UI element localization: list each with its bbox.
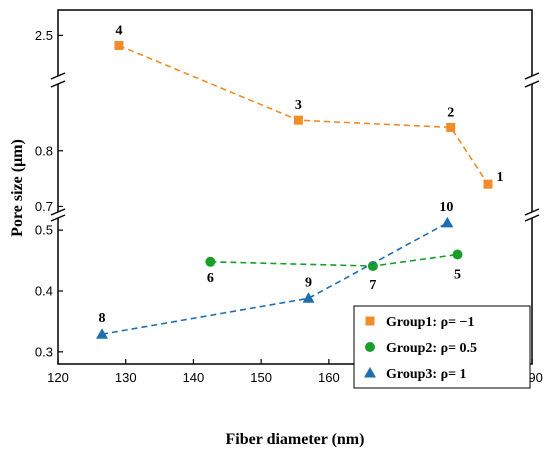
series-line <box>210 253 458 267</box>
axis-break-layer <box>50 72 540 222</box>
legend-marker <box>365 342 375 352</box>
y-tick-label: 0.8 <box>35 143 53 158</box>
point-label: 10 <box>439 200 453 215</box>
point-label: 7 <box>369 278 376 293</box>
x-tick-label: 150 <box>250 370 272 385</box>
legend-marker <box>364 367 376 378</box>
legend-box <box>353 305 531 389</box>
y-tick-label: 0.3 <box>35 344 53 359</box>
point-label: 4 <box>115 24 122 39</box>
point-label: 8 <box>99 311 106 326</box>
axis-break-mark <box>50 214 66 222</box>
data-point <box>114 41 124 51</box>
plot-frame <box>57 9 533 365</box>
data-point <box>293 115 303 125</box>
data-point <box>446 122 456 132</box>
axis-break-mark <box>524 208 540 216</box>
y-tick-label: 0.5 <box>35 223 53 238</box>
x-axis-title: Fiber diameter (nm) <box>226 431 365 448</box>
data-point <box>367 261 378 272</box>
axis-break-mark <box>50 72 66 80</box>
axis-break-gap <box>51 76 65 84</box>
point-label: 6 <box>207 271 214 286</box>
axis-break-mark <box>50 208 66 216</box>
x-tick-label: 130 <box>115 370 137 385</box>
data-point <box>96 328 109 339</box>
point-label: 5 <box>454 268 461 283</box>
axis-break-mark <box>524 214 540 222</box>
axes-layer: 1201301401501601701801900.30.40.50.70.82… <box>35 9 543 385</box>
point-label: 1 <box>496 170 503 185</box>
y-tick-label: 2.5 <box>35 28 53 43</box>
axis-break-gap <box>525 212 539 218</box>
data-point <box>483 179 493 189</box>
point-label: 9 <box>305 275 312 290</box>
axis-break-mark <box>50 80 66 88</box>
legend-label: Group2: ρ= 0.5 <box>386 341 477 356</box>
point-label: 2 <box>447 105 454 120</box>
y-axis-title: Pore size (μm) <box>9 139 26 237</box>
y-tick-label: 0.7 <box>35 199 53 214</box>
point-label: 3 <box>295 98 302 113</box>
series-line <box>118 44 489 185</box>
axis-break-gap <box>51 212 65 218</box>
legend-marker <box>365 316 375 326</box>
legend-label: Group3: ρ= 1 <box>386 367 467 382</box>
data-point <box>205 256 216 267</box>
data-point <box>302 292 315 303</box>
data-point <box>441 216 454 228</box>
axis-break-gap <box>525 76 539 84</box>
legend-label: Group1: ρ= −1 <box>386 315 475 330</box>
axis-break-mark <box>524 80 540 88</box>
y-tick-label: 0.4 <box>35 284 53 299</box>
data-point <box>452 249 463 260</box>
x-tick-label: 140 <box>183 370 205 385</box>
series-line <box>101 222 448 335</box>
point-label-layer: 4 3 2 1 6 7 5 8 9 10 <box>99 24 504 327</box>
x-tick-label: 120 <box>47 370 69 385</box>
x-tick-label: 160 <box>318 370 340 385</box>
legend: Group1: ρ= −1 Group2: ρ= 0.5 Group3: ρ= 1 <box>353 305 531 389</box>
axis-break-mark <box>524 72 540 80</box>
series-layer <box>96 41 493 339</box>
